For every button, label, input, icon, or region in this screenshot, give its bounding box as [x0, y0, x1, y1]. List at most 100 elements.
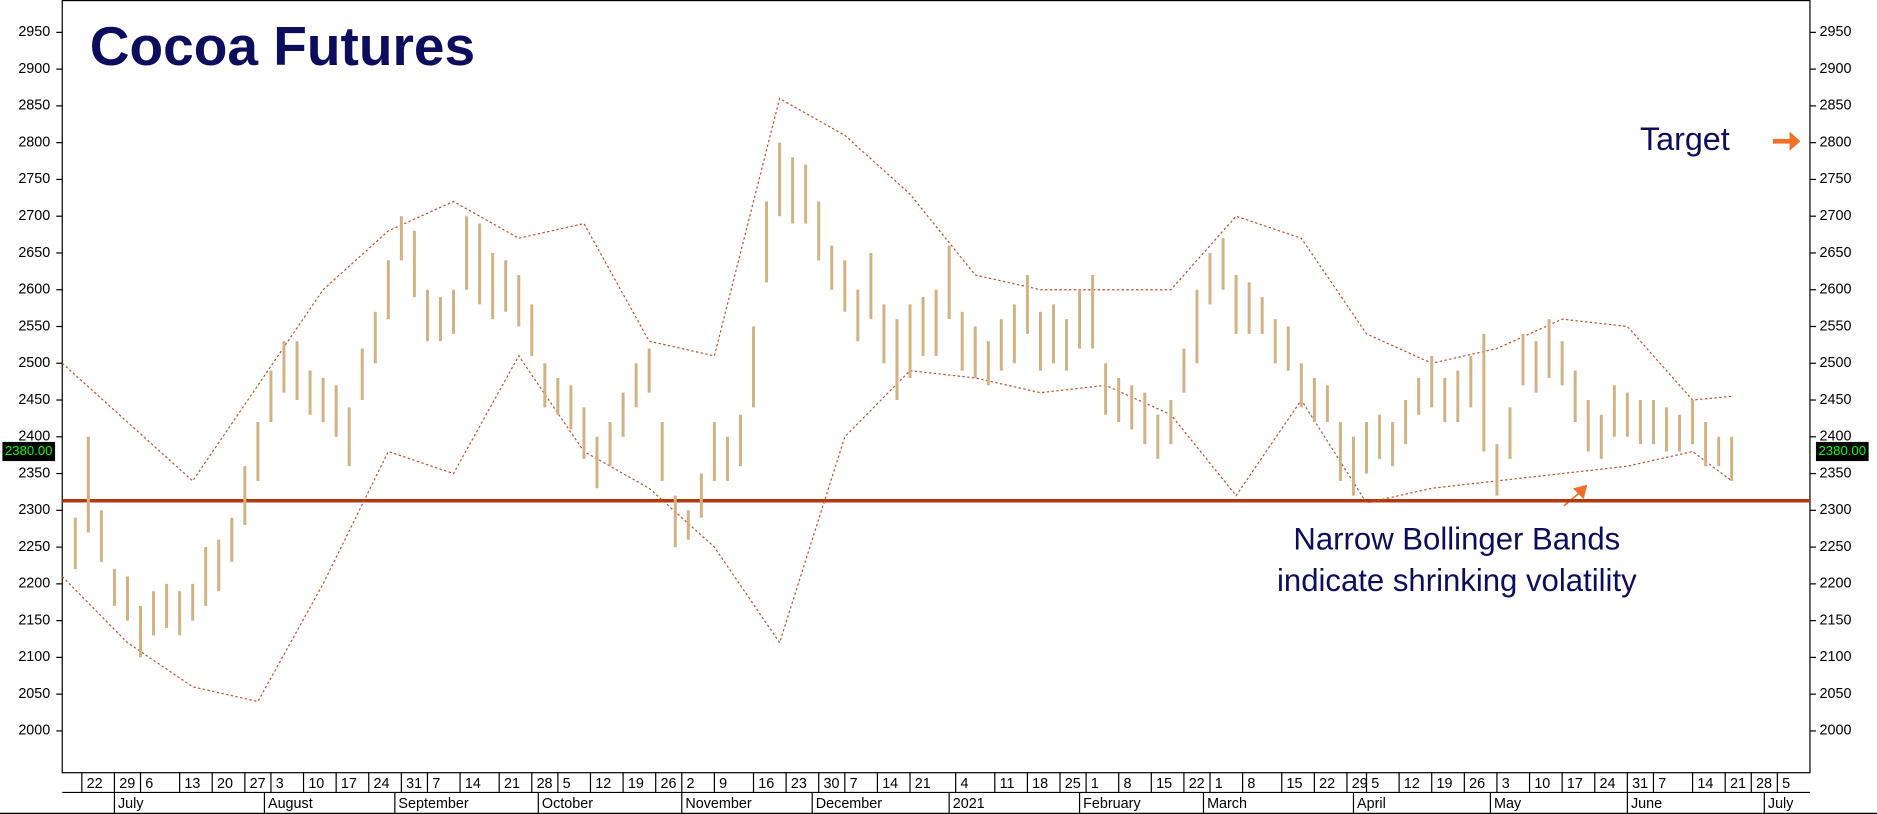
chart-title: Cocoa Futures: [90, 15, 475, 77]
x-tick-label: 8: [1247, 776, 1255, 792]
y-tick-label: 2700: [18, 208, 50, 224]
month-label: November: [685, 796, 751, 812]
x-tick-label: 12: [595, 776, 611, 792]
y-tick-label: 2650: [18, 245, 50, 261]
x-tick-label: 8: [1123, 776, 1131, 792]
month-label: June: [1631, 796, 1662, 812]
x-tick-label: 30: [824, 776, 840, 792]
x-tick-label: 16: [758, 776, 774, 792]
y-tick-label: 2150: [1820, 612, 1852, 628]
price-tag-label: 2380.00: [5, 443, 53, 458]
x-tick-label: 28: [1756, 776, 1772, 792]
x-tick-label: 23: [791, 776, 807, 792]
x-tick-label: 29: [119, 776, 135, 792]
y-tick-label: 2400: [1820, 429, 1852, 445]
price-tag: [2, 441, 56, 462]
y-tick-label: 2500: [1820, 355, 1852, 371]
x-tick-label: 15: [1287, 776, 1303, 792]
y-tick-label: 2800: [1820, 134, 1852, 150]
x-tick-label: 21: [915, 776, 931, 792]
y-tick-label: 2800: [18, 134, 50, 150]
y-tick-label: 2900: [1820, 61, 1852, 77]
x-tick-label: 27: [250, 776, 266, 792]
y-tick-label: 2550: [1820, 318, 1852, 334]
y-tick-label: 2400: [18, 429, 50, 445]
x-tick-label: 6: [145, 776, 153, 792]
x-tick-label: 18: [1032, 776, 1048, 792]
x-tick-label: 14: [882, 776, 898, 792]
month-label: July: [1768, 796, 1794, 812]
x-tick-label: 24: [374, 776, 390, 792]
annotation: Narrow Bollinger Bands: [1293, 521, 1620, 556]
x-tick-label: 24: [1600, 776, 1616, 792]
y-tick-label: 2850: [18, 98, 50, 114]
y-tick-label: 2650: [1820, 245, 1852, 261]
y-tick-label: 2100: [1820, 649, 1852, 665]
y-tick-label: 2050: [18, 686, 50, 702]
y-tick-label: 2000: [1820, 723, 1852, 739]
x-tick-label: 19: [1437, 776, 1453, 792]
y-tick-label: 2200: [18, 576, 50, 592]
x-tick-label: 1: [1091, 776, 1099, 792]
month-label: July: [118, 796, 144, 812]
y-tick-label: 2500: [18, 355, 50, 371]
y-tick-label: 2550: [18, 318, 50, 334]
month-label: March: [1207, 796, 1247, 812]
y-tick-label: 2450: [18, 392, 50, 408]
x-tick-label: 11: [1000, 776, 1015, 792]
x-tick-label: 12: [1404, 776, 1420, 792]
x-tick-label: 29: [1352, 776, 1368, 792]
month-label: August: [268, 796, 313, 812]
y-tick-label: 2200: [1820, 576, 1852, 592]
bollinger-band: [61, 97, 1732, 482]
price-tag-label: 2380.00: [1818, 443, 1866, 458]
month-label: October: [542, 796, 593, 812]
y-tick-label: 2750: [18, 171, 50, 187]
x-tick-label: 7: [850, 776, 858, 792]
x-tick-label: 22: [87, 776, 103, 792]
x-tick-label: 31: [1632, 776, 1648, 792]
x-tick-label: 15: [1156, 776, 1172, 792]
y-tick-label: 2700: [1820, 208, 1852, 224]
y-tick-label: 2950: [1820, 24, 1852, 40]
price-tag: [1815, 441, 1869, 462]
y-tick-label: 2900: [18, 61, 50, 77]
x-tick-label: 7: [432, 776, 440, 792]
y-tick-label: 2300: [18, 502, 50, 518]
annotation: Target: [1640, 121, 1730, 157]
month-label: December: [816, 796, 882, 812]
x-tick-label: 5: [563, 776, 571, 792]
annotation: indicate shrinking volatility: [1277, 563, 1637, 598]
x-tick-label: 1: [1215, 776, 1223, 792]
x-tick-label: 10: [308, 776, 324, 792]
x-tick-label: 20: [217, 776, 233, 792]
x-tick-label: 17: [341, 776, 357, 792]
x-tick-label: 17: [1567, 776, 1583, 792]
y-tick-label: 2450: [1820, 392, 1852, 408]
x-tick-label: 22: [1189, 776, 1205, 792]
x-tick-label: 3: [276, 776, 284, 792]
x-tick-label: 5: [1371, 776, 1379, 792]
plot-frame: [61, 0, 1811, 774]
y-tick-label: 2250: [1820, 539, 1852, 555]
x-tick-label: 21: [1730, 776, 1746, 792]
x-tick-label: 13: [184, 776, 200, 792]
y-tick-label: 2050: [1820, 686, 1852, 702]
y-tick-label: 2850: [1820, 98, 1852, 114]
x-tick-label: 26: [660, 776, 676, 792]
x-tick-label: 4: [960, 776, 968, 792]
y-tick-label: 2950: [18, 24, 50, 40]
y-tick-label: 2600: [18, 282, 50, 298]
y-tick-label: 2350: [1820, 465, 1852, 481]
annotation-arrow: [1772, 131, 1801, 151]
x-tick-label: 9: [719, 776, 727, 792]
y-tick-label: 2000: [18, 723, 50, 739]
x-tick-label: 2: [687, 776, 695, 792]
y-tick-label: 2350: [18, 465, 50, 481]
month-label: 2021: [953, 796, 985, 812]
x-tick-label: 14: [1697, 776, 1713, 792]
x-tick-label: 21: [504, 776, 520, 792]
